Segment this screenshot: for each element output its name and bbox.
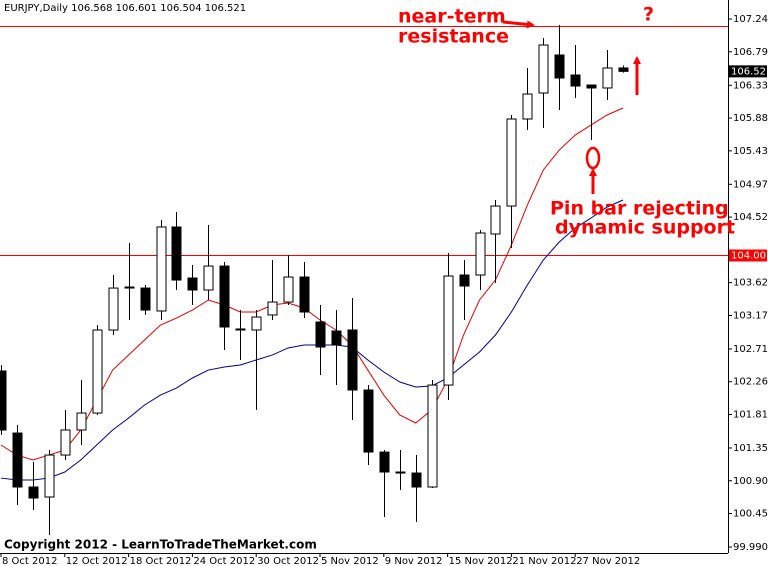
symbol: EURJPY,Daily	[4, 3, 68, 14]
candle-body	[379, 451, 390, 473]
candle-body	[411, 472, 422, 488]
candle-body	[76, 412, 87, 431]
y-tick-label: 100.900	[733, 476, 768, 487]
y-tick-label: 106.790	[733, 47, 768, 58]
candle-body	[586, 84, 597, 89]
open-value: 106.568	[71, 3, 112, 14]
candle-body	[44, 454, 55, 498]
candle-body	[602, 67, 613, 89]
candle-body	[108, 287, 119, 331]
y-tick-label: 106.330	[733, 80, 768, 91]
x-tick-label: 9 Nov 2012	[385, 556, 443, 566]
plot-area	[0, 24, 728, 536]
y-tick-label: 102.260	[733, 377, 768, 388]
annotation: Pin bar rejecting	[550, 198, 729, 220]
y-tick-label: 101.350	[733, 443, 768, 454]
x-tick-label: 24 Oct 2012	[193, 556, 255, 566]
candle-body	[443, 275, 454, 386]
candle-body	[490, 205, 501, 235]
y-tick-label: 107.240	[733, 14, 768, 25]
candle-body	[475, 232, 486, 276]
x-tick-label: 30 Oct 2012	[257, 556, 319, 566]
candle-body	[124, 286, 135, 289]
candle-body	[0, 370, 7, 431]
last-price-box	[729, 65, 767, 78]
candle-body	[140, 287, 151, 311]
candle-body	[12, 432, 23, 488]
x-tick-label: 21 Nov 2012	[512, 556, 576, 566]
y-tick-label: 102.710	[733, 344, 768, 355]
candle-body	[395, 471, 406, 474]
candle-body	[618, 67, 629, 72]
highlight-circle	[585, 146, 601, 170]
price-label: 104.001	[731, 251, 768, 262]
y-tick-label: 104.970	[733, 179, 768, 190]
x-tick-label: 8 Oct 2012	[2, 556, 57, 566]
candle-body	[283, 276, 294, 303]
candle-body	[171, 226, 182, 281]
candle-body	[506, 118, 517, 207]
annotation: ?	[643, 4, 654, 26]
candle-body	[315, 321, 326, 348]
y-tick-label: 104.520	[733, 212, 768, 223]
y-tick-label: 105.430	[733, 146, 768, 157]
candle-body	[92, 329, 103, 414]
header: EURJPY,Daily 106.568 106.601 106.504 106…	[4, 3, 246, 14]
candle-body	[363, 389, 374, 453]
x-tick-label: 15 Nov 2012	[449, 556, 513, 566]
low-value: 106.504	[160, 3, 201, 14]
candle-body	[28, 486, 39, 499]
price-label-box	[729, 249, 767, 262]
annotation: dynamic support	[555, 217, 735, 239]
candle-body	[299, 276, 310, 313]
y-tick-label: 103.620	[733, 278, 768, 289]
y-tick-label: 103.170	[733, 310, 768, 321]
y-tick-label: 105.880	[733, 113, 768, 124]
copyright: Copyright 2012 - LearnToTradeTheMarket.c…	[4, 538, 317, 552]
last-price-label: 106.521	[731, 66, 768, 77]
moving-average-line	[0, 199, 624, 481]
candle-body	[522, 93, 533, 120]
y-tick-label: 99.990	[733, 542, 768, 553]
candle-body	[251, 316, 262, 331]
candle-body	[267, 301, 278, 316]
candle-body	[219, 265, 230, 328]
high-value: 106.601	[116, 3, 157, 14]
candle-body	[538, 44, 549, 94]
candle-body	[427, 384, 438, 488]
annotation: near-term	[398, 6, 506, 28]
x-tick-label: 18 Oct 2012	[130, 556, 192, 566]
candle-body	[459, 274, 470, 287]
x-tick-label: 27 Nov 2012	[576, 556, 640, 566]
annotation: resistance	[398, 26, 509, 48]
y-tick-label: 101.810	[733, 409, 768, 420]
candle-body	[570, 74, 581, 87]
candle-body	[347, 329, 358, 391]
close-value: 106.521	[205, 3, 246, 14]
x-tick-label: 12 Oct 2012	[66, 556, 128, 566]
candle-body	[187, 277, 198, 291]
arrow	[502, 20, 535, 29]
y-tick-label: 100.450	[733, 509, 768, 520]
candle-body	[156, 226, 167, 312]
candle-body	[554, 54, 565, 79]
moving-average-line	[0, 107, 624, 461]
x-tick-label: 5 Nov 2012	[321, 556, 379, 566]
candle-body	[331, 330, 342, 346]
candle-body	[60, 429, 71, 456]
candle-body	[203, 265, 214, 291]
candle-body	[235, 328, 246, 331]
